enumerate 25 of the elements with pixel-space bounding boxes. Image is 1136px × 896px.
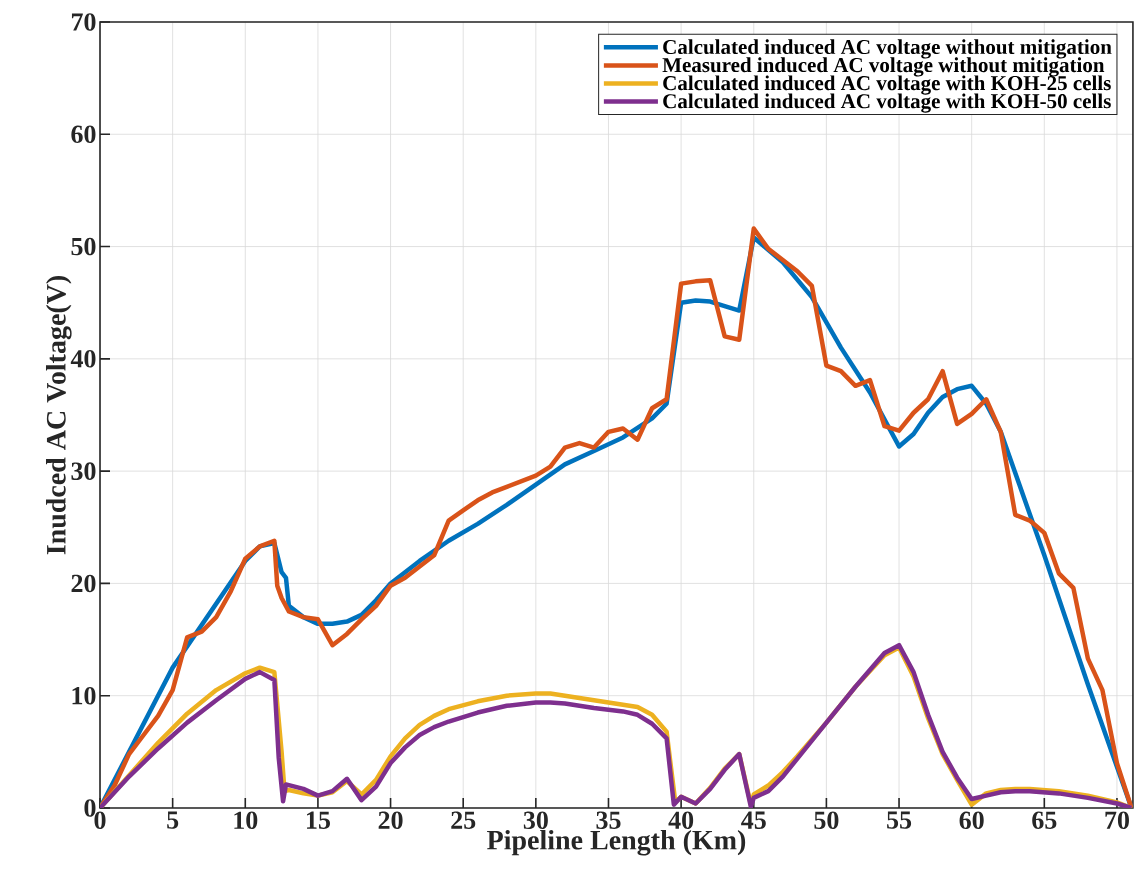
x-tick-label: 45 bbox=[741, 811, 766, 829]
y-tick-label: 70 bbox=[71, 13, 96, 31]
x-tick-label: 50 bbox=[814, 811, 839, 830]
x-tick-label: 40 bbox=[668, 811, 694, 830]
x-tick-label: 20 bbox=[378, 811, 403, 830]
y-tick-label: 0 bbox=[84, 799, 96, 817]
x-tick-label: 5 bbox=[167, 811, 179, 829]
x-tick-label: 35 bbox=[596, 811, 621, 829]
y-axis-title: Inudced AC Voltage(V) bbox=[46, 275, 72, 555]
x-tick-label: 65 bbox=[1032, 811, 1057, 829]
y-tick-label: 30 bbox=[71, 462, 96, 480]
y-tick-label: 60 bbox=[71, 125, 96, 144]
x-axis-title: Pipeline Length (Km) bbox=[487, 829, 746, 856]
x-tick-label: 70 bbox=[1105, 811, 1129, 830]
legend-label: Calculated induced AC voltage with KOH-50 cells bbox=[663, 93, 1111, 113]
x-tick-label: 25 bbox=[451, 811, 476, 829]
y-tick-label: 40 bbox=[70, 350, 96, 368]
x-tick-label: 55 bbox=[887, 811, 912, 829]
y-tick-label: 20 bbox=[71, 574, 96, 593]
x-tick-label: 10 bbox=[234, 811, 258, 830]
x-tick-label: 60 bbox=[959, 811, 984, 830]
x-tick-label: 30 bbox=[523, 811, 548, 830]
x-tick-label: 15 bbox=[307, 811, 330, 829]
y-tick-label: 10 bbox=[72, 686, 96, 705]
y-tick-label: 50 bbox=[71, 237, 96, 256]
